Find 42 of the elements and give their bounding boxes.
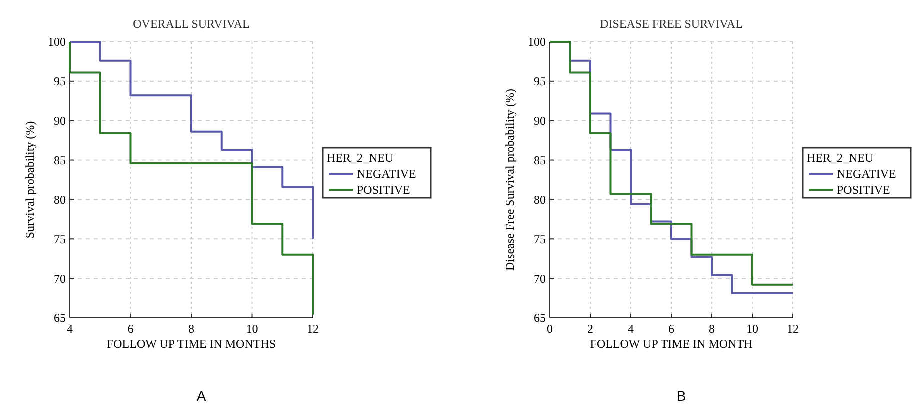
y-tick-label: 80 xyxy=(534,192,546,207)
y-tick-label: 80 xyxy=(54,192,66,207)
y-tick-label: 75 xyxy=(54,232,66,246)
legend-label: NEGATIVE xyxy=(837,167,896,181)
y-tick-label: 90 xyxy=(534,114,546,128)
legend-title: HER_2_NEU xyxy=(807,151,874,165)
x-tick-label: 12 xyxy=(307,322,319,336)
y-axis-title: Survival probability (%) xyxy=(23,121,37,239)
legend-label: POSITIVE xyxy=(837,183,890,197)
x-axis-title: FOLLOW UP TIME IN MONTHS xyxy=(106,337,276,351)
y-tick-label: 95 xyxy=(54,74,66,89)
y-tick-label: 65 xyxy=(534,311,546,326)
y-tick-label: 75 xyxy=(534,232,546,246)
x-tick-label: 6 xyxy=(668,322,674,336)
y-tick-label: 100 xyxy=(48,35,66,50)
x-tick-label: 10 xyxy=(746,322,758,336)
chart-title: DISEASE FREE SURVIVAL xyxy=(600,17,743,31)
y-tick-label: 90 xyxy=(54,114,66,128)
x-axis-title: FOLLOW UP TIME IN MONTH xyxy=(590,337,754,351)
x-tick-label: 10 xyxy=(246,322,258,336)
y-tick-label: 85 xyxy=(54,153,66,168)
x-tick-label: 8 xyxy=(709,322,715,336)
x-tick-label: 4 xyxy=(628,322,634,336)
y-tick-label: 100 xyxy=(528,35,546,50)
y-tick-label: 95 xyxy=(534,74,546,89)
chart-title: OVERALL SURVIVAL xyxy=(133,17,250,31)
x-tick-label: 2 xyxy=(588,322,594,336)
legend-label: NEGATIVE xyxy=(357,167,416,181)
text: A xyxy=(196,388,207,404)
x-tick-label: 12 xyxy=(787,322,799,336)
y-tick-label: 70 xyxy=(534,272,546,286)
x-tick-label: 0 xyxy=(547,322,553,336)
legend-title: HER_2_NEU xyxy=(327,151,394,165)
x-tick-label: 6 xyxy=(128,322,134,336)
y-tick-label: 85 xyxy=(534,153,546,168)
x-tick-label: 8 xyxy=(188,322,194,336)
y-axis-title: Disease Free Survival probability (%) xyxy=(503,89,517,271)
legend-label: POSITIVE xyxy=(357,183,410,197)
text: B xyxy=(676,388,686,404)
y-tick-label: 70 xyxy=(54,272,66,286)
y-tick-label: 65 xyxy=(54,311,66,326)
x-tick-label: 4 xyxy=(67,322,73,336)
